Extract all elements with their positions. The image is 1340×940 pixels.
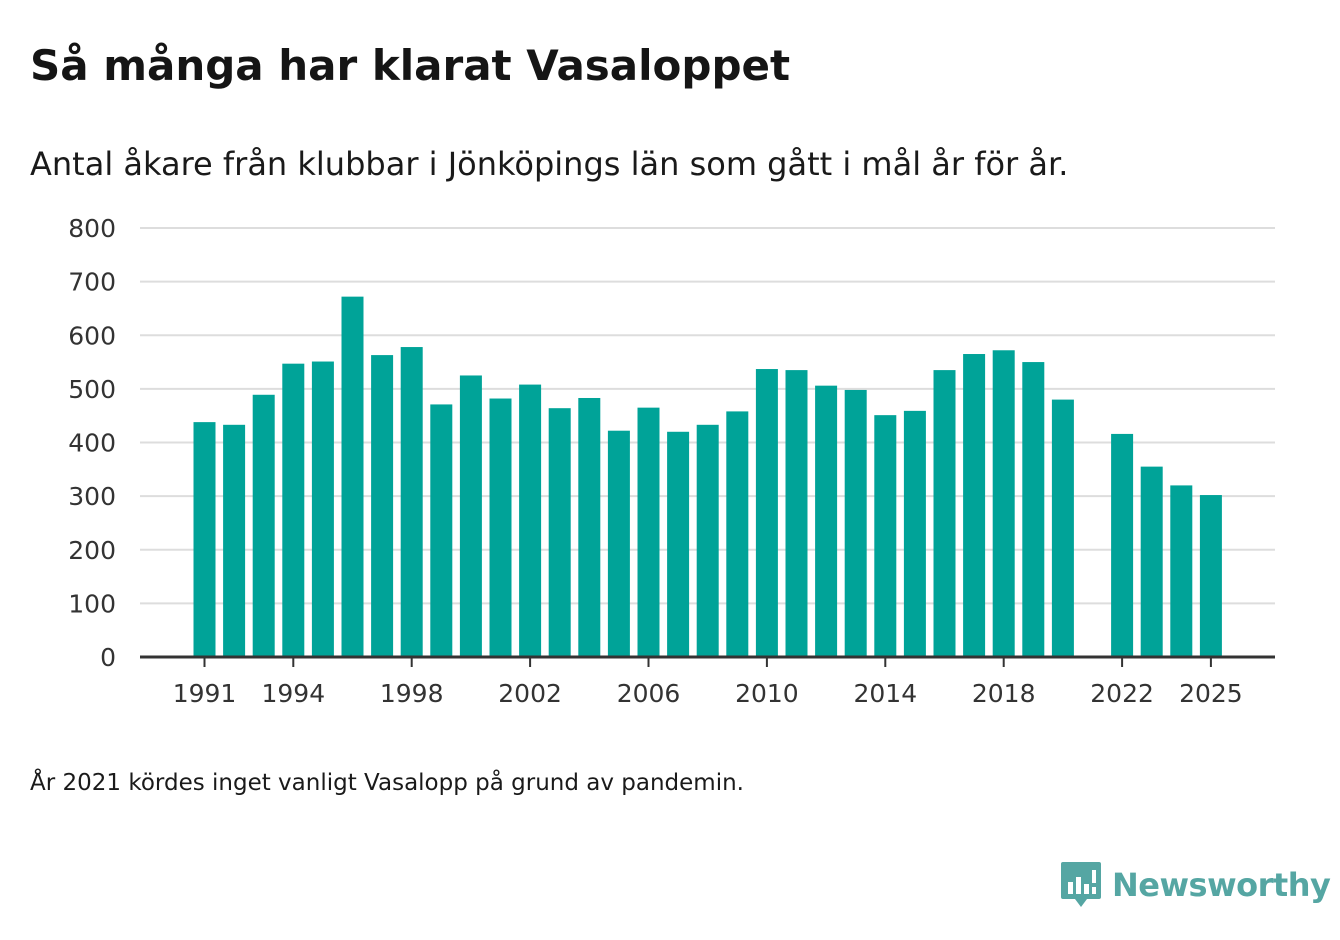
brand-name: Newsworthy — [1112, 866, 1331, 904]
x-tick-label: 1994 — [261, 679, 325, 708]
bar — [1170, 485, 1193, 657]
bar — [282, 363, 305, 657]
bar — [755, 369, 778, 657]
bar — [726, 411, 749, 657]
bar — [223, 424, 246, 657]
y-tick-label: 600 — [68, 321, 116, 350]
x-tick-label: 2002 — [498, 679, 562, 708]
y-axis-tick-labels: 0 100 200 300 400 500 600 700 800 — [68, 214, 116, 672]
x-axis-tick-labels: 1991 1994 1998 2002 2006 2010 2014 2018 2022 2025 — [173, 679, 1243, 708]
bar — [430, 404, 453, 657]
bar — [459, 375, 482, 657]
bar — [519, 384, 542, 657]
x-tick-label: 2006 — [617, 679, 681, 708]
bar — [874, 415, 897, 657]
bar — [963, 354, 986, 657]
x-tick-label: 2014 — [853, 679, 917, 708]
y-tick-label: 300 — [68, 482, 116, 511]
bar — [252, 394, 275, 657]
brand-logo: Newsworthy — [1060, 860, 1331, 910]
bar — [371, 355, 394, 657]
bar — [1111, 433, 1134, 657]
bar — [1022, 362, 1045, 657]
chart-subtitle: Antal åkare från klubbar i Jönköpings lä… — [30, 145, 1069, 183]
footnote: År 2021 kördes inget vanligt Vasalopp på… — [30, 770, 744, 796]
x-tick-label: 1998 — [380, 679, 444, 708]
bar — [489, 398, 512, 657]
x-tick-label: 2018 — [972, 679, 1036, 708]
bar — [1051, 399, 1074, 657]
bar — [815, 385, 838, 657]
bar — [311, 361, 334, 657]
bar — [785, 370, 808, 657]
bar — [193, 422, 216, 657]
bar — [992, 350, 1015, 657]
x-tick-label: 1991 — [173, 679, 237, 708]
bar — [341, 296, 364, 657]
bar — [400, 347, 423, 657]
x-tick-label: 2010 — [735, 679, 799, 708]
bar — [637, 407, 660, 657]
newsworthy-logo-icon — [1061, 862, 1101, 907]
bar — [667, 431, 690, 657]
bar — [696, 424, 719, 657]
bar — [903, 410, 926, 657]
y-tick-label: 200 — [68, 536, 116, 565]
bar — [1140, 466, 1163, 657]
bar — [578, 397, 601, 657]
x-tick-label: 2025 — [1179, 679, 1243, 708]
y-tick-label: 800 — [68, 214, 116, 243]
y-tick-label: 500 — [68, 375, 116, 404]
y-tick-label: 100 — [68, 589, 116, 618]
bars — [193, 296, 1222, 657]
y-tick-label: 700 — [68, 268, 116, 297]
bar-chart: 0 100 200 300 400 500 600 700 800 1991 1994 1998 20… — [68, 214, 1275, 708]
chart-title: Så många har klarat Vasaloppet — [30, 41, 791, 90]
x-axis-ticks — [203, 657, 1212, 667]
y-tick-label: 400 — [68, 429, 116, 458]
bar — [933, 370, 956, 657]
x-tick-label: 2022 — [1090, 679, 1154, 708]
bar — [1199, 495, 1222, 657]
bar — [844, 389, 867, 657]
y-tick-label: 0 — [100, 643, 116, 672]
bar — [607, 430, 630, 657]
bar — [548, 408, 571, 657]
